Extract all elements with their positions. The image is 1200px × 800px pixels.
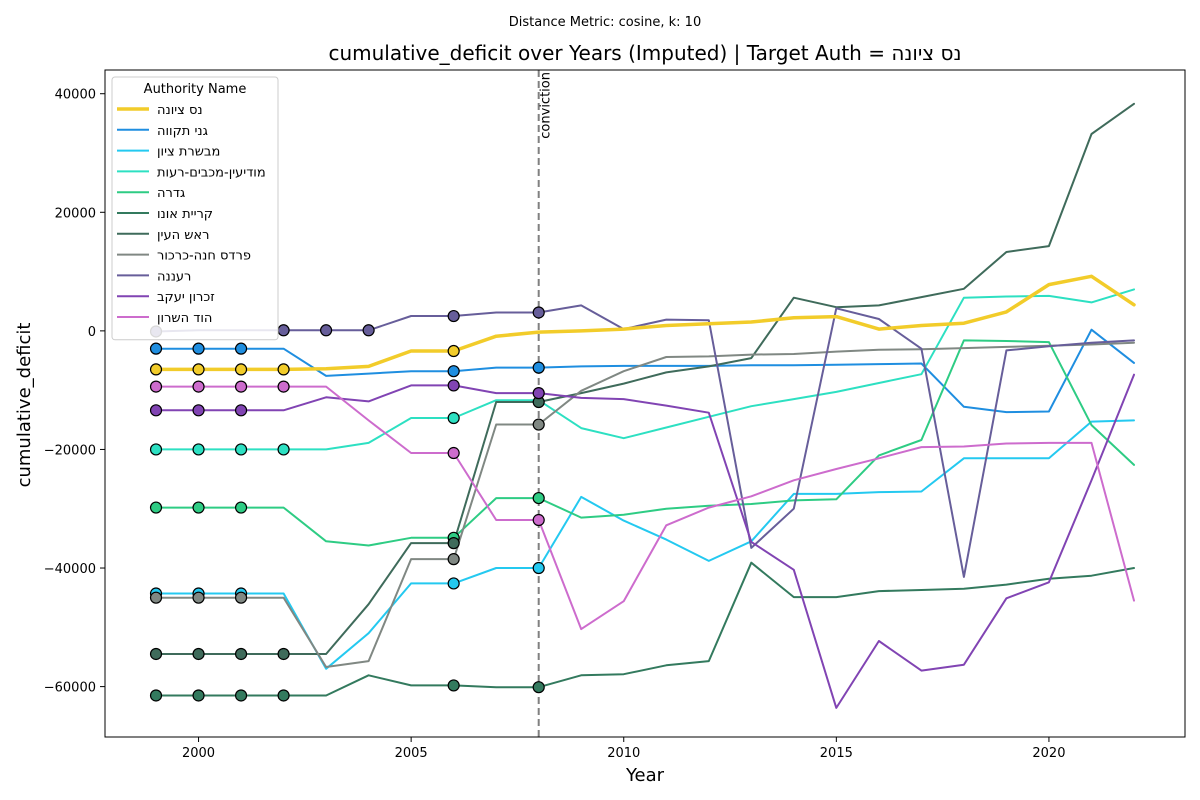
imputed-point-10-2000 — [192, 380, 205, 393]
imputed-point-2-2008 — [532, 561, 545, 575]
imputed-point-5-2002 — [277, 689, 290, 702]
imputed-point-3-2002 — [277, 443, 290, 456]
imputed-point-3-1999 — [149, 443, 163, 456]
imputed-point-0-2000 — [192, 363, 205, 376]
legend-label-6: ראש העין — [157, 228, 209, 243]
series-line-3 — [155, 288, 1135, 451]
legend: Authority Name נס ציונה גני תקווה מבשרת ציו… — [111, 76, 279, 341]
series-line-9 — [155, 373, 1135, 709]
imputed-point-3-2001 — [234, 443, 248, 456]
imputed-point-4-2001 — [234, 501, 248, 514]
imputed-point-5-2000 — [192, 689, 205, 702]
series-line-1 — [155, 328, 1135, 414]
imputed-point-1-2000 — [192, 342, 205, 355]
imputed-point-0-1999 — [149, 363, 163, 376]
imputed-point-1-2008 — [532, 361, 545, 374]
imputed-point-1-1999 — [149, 342, 163, 355]
series-line-0 — [154, 274, 1136, 372]
x-tick-label-2015: 2015 — [820, 746, 853, 761]
imputed-point-7-2006 — [447, 553, 460, 566]
legend-label-2: מבשרת ציון — [157, 145, 220, 160]
plot-area: conviction — [149, 70, 1136, 737]
imputed-point-10-2006 — [447, 446, 460, 460]
imputed-point-8-2003 — [320, 324, 333, 337]
imputed-point-3-2006 — [447, 411, 460, 425]
y-tick-label-0: 0 — [88, 325, 96, 340]
imputed-point-6-2000 — [192, 647, 205, 661]
legend-label-3: מודיעין-מכבים-רעות — [157, 165, 266, 180]
legend-label-5: קריית אונו — [157, 207, 213, 222]
imputed-point-10-2008 — [532, 513, 545, 527]
imputed-point-0-2006 — [447, 344, 460, 358]
legend-title: Authority Name — [144, 82, 247, 97]
imputed-point-4-2000 — [192, 501, 205, 514]
imputed-point-0-2001 — [234, 363, 248, 376]
conviction-label: conviction — [539, 72, 554, 139]
legend-box — [111, 76, 279, 341]
imputed-point-5-1999 — [149, 689, 163, 702]
imputed-point-1-2006 — [447, 365, 460, 378]
legend-label-4: גדרה — [157, 186, 185, 201]
imputed-point-8-2002 — [277, 324, 290, 337]
y-tick-label--20000: −20000 — [44, 443, 96, 458]
imputed-point-7-2000 — [192, 591, 205, 604]
y-axis-label: cumulative_deficit — [14, 323, 35, 488]
imputed-point-8-2006 — [447, 309, 460, 323]
x-axis-label: Year — [625, 765, 665, 786]
imputed-point-9-2001 — [234, 404, 248, 417]
imputed-point-0-2002 — [277, 363, 290, 376]
imputed-point-10-1999 — [149, 380, 163, 393]
imputed-point-6-2006 — [447, 537, 460, 550]
imputed-point-5-2006 — [447, 679, 460, 692]
x-tick-label-2005: 2005 — [395, 746, 428, 761]
imputed-point-6-2001 — [234, 647, 248, 661]
imputed-point-4-2008 — [532, 491, 545, 505]
x-tick-label-2000: 2000 — [182, 746, 215, 761]
imputed-point-6-1999 — [149, 647, 163, 661]
imputed-point-9-2008 — [532, 387, 545, 400]
imputed-point-10-2002 — [277, 380, 290, 393]
y-tick-label-20000: 20000 — [55, 206, 96, 221]
chart-suptitle: Distance Metric: cosine, k: 10 — [509, 15, 701, 30]
legend-label-8: רעננה — [157, 269, 191, 284]
imputed-point-3-2000 — [192, 443, 205, 456]
imputed-point-4-1999 — [149, 501, 163, 514]
legend-label-9: זכרון יעקב — [157, 290, 215, 305]
x-tick-label-2010: 2010 — [607, 746, 640, 761]
series-line-4 — [155, 339, 1135, 547]
series-line-7 — [155, 341, 1135, 668]
x-tick-label-2020: 2020 — [1032, 746, 1065, 761]
axes: 2000 2005 2010 2015 2020 −60000 −40000 −20000 0 2… — [44, 69, 1186, 761]
plot-frame — [104, 69, 1186, 738]
imputed-point-8-2004 — [362, 324, 375, 337]
imputed-point-10-2001 — [234, 380, 248, 393]
legend-label-1: גני תקווה — [157, 124, 208, 139]
y-tick-label--40000: −40000 — [44, 562, 96, 577]
series-line-5 — [155, 561, 1135, 697]
legend-label-7: פרדס חנה-כרכור — [157, 249, 251, 264]
imputed-point-7-2008 — [532, 418, 545, 431]
imputed-point-7-2001 — [234, 591, 248, 604]
imputed-point-2-2006 — [447, 577, 460, 590]
imputed-point-1-2001 — [234, 342, 248, 355]
imputed-point-5-2001 — [234, 689, 248, 702]
imputed-point-8-2008 — [532, 306, 545, 319]
imputed-point-6-2002 — [277, 647, 290, 661]
imputed-point-9-2000 — [192, 404, 205, 417]
legend-label-10: הוד השרון — [157, 311, 212, 326]
y-tick-label--60000: −60000 — [44, 681, 96, 696]
series-line-8 — [155, 304, 1135, 578]
y-tick-label-40000: 40000 — [55, 88, 96, 103]
legend-label-0: נס ציונה — [157, 103, 203, 118]
imputed-point-9-2006 — [447, 379, 460, 392]
series-line-10 — [155, 385, 1135, 631]
chart-title: cumulative_deficit over Years (Imputed) … — [328, 41, 961, 65]
imputed-point-9-1999 — [149, 404, 163, 417]
imputed-point-7-1999 — [149, 591, 163, 604]
imputed-point-5-2008 — [532, 681, 545, 694]
